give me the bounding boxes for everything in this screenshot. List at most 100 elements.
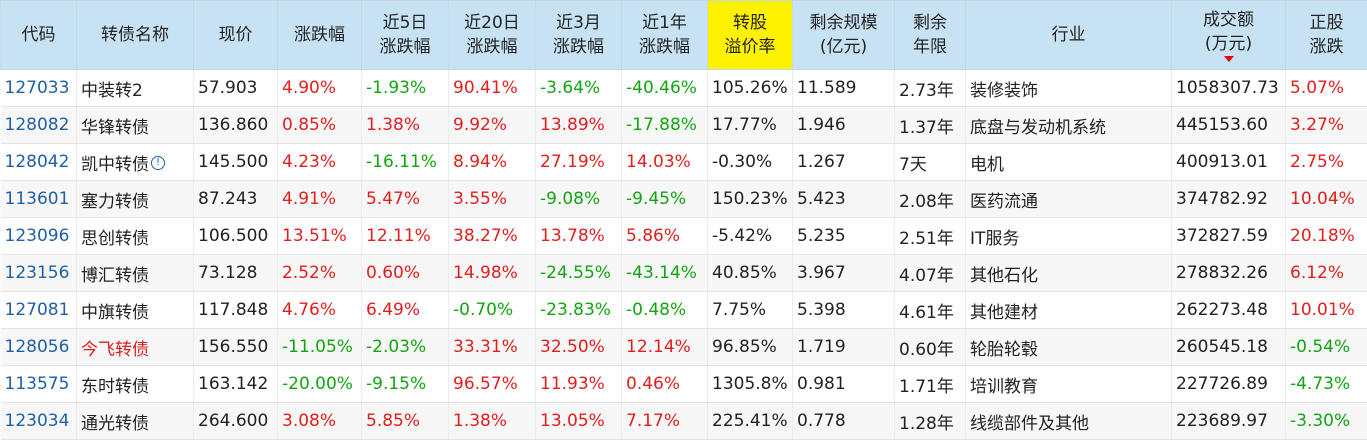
industry-value: 医药流通 (970, 191, 1038, 212)
size-value: 1.719 (797, 337, 846, 357)
cell-d20: 96.57% (448, 365, 536, 403)
cell-name[interactable]: 今飞转债 (76, 328, 194, 366)
d20-value: -0.70% (453, 300, 514, 320)
cell-name[interactable]: 博汇转债 (76, 254, 194, 292)
cell-size: 5.235 (792, 217, 895, 255)
col-header-remaining-size[interactable]: 剩余规模 (亿元) (792, 0, 895, 70)
col-header-conversion-premium[interactable]: 转股 溢价率 (707, 0, 793, 70)
table-row[interactable]: 127033 中装转2 57.903 4.90% -1.93% 90.41% -3.64% -… (0, 69, 1367, 107)
cell-stock: 20.18% (1285, 217, 1367, 255)
years-value: 1.28年 (899, 413, 954, 434)
cell-m3: 32.50% (535, 328, 622, 366)
table-row[interactable]: 123156 博汇转债 73.128 2.52% 0.60% 14.98% -24.55% -… (0, 254, 1367, 292)
cell-premium: 7.75% (707, 291, 793, 329)
cell-code[interactable]: 128082 (0, 106, 77, 144)
col-header-5d-change[interactable]: 近5日 涨跌幅 (361, 0, 449, 70)
cell-code[interactable]: 123034 (0, 402, 77, 440)
price-value: 117.848 (198, 300, 269, 320)
cell-turnover: 227726.89 (1171, 365, 1286, 403)
table-row[interactable]: 113575 东时转债 163.142 -20.00% -9.15% 96.57% 11.9… (0, 365, 1367, 403)
d20-value: 90.41% (453, 78, 518, 98)
cell-name[interactable]: 华锋转债 (76, 106, 194, 144)
industry-value: 培训教育 (970, 376, 1038, 397)
table-row[interactable]: 123096 思创转债 106.500 13.51% 12.11% 38.27% 13.78… (0, 217, 1367, 255)
cell-code[interactable]: 127033 (0, 69, 77, 107)
cell-premium: 40.85% (707, 254, 793, 292)
cell-stock: 2.75% (1285, 143, 1367, 181)
col-header-3m-change[interactable]: 近3月 涨跌幅 (535, 0, 622, 70)
col-header-industry[interactable]: 行业 (965, 0, 1172, 70)
m3-value: 27.19% (540, 152, 605, 172)
cell-chg: 13.51% (277, 217, 362, 255)
price-value: 145.500 (198, 152, 269, 172)
chg-value: 4.91% (282, 189, 337, 209)
sort-desc-icon[interactable] (1223, 56, 1234, 62)
cell-turnover: 260545.18 (1171, 328, 1286, 366)
size-value: 5.235 (797, 226, 846, 246)
col-header-name[interactable]: 转债名称 (76, 0, 194, 70)
col-header-code[interactable]: 代码 (0, 0, 77, 70)
cell-premium: 96.85% (707, 328, 793, 366)
d20-value: 1.38% (453, 411, 508, 431)
turnover-value: 374782.92 (1176, 189, 1268, 209)
cell-name[interactable]: 思创转债 (76, 217, 194, 255)
cell-code[interactable]: 123096 (0, 217, 77, 255)
col-header-20d-change[interactable]: 近20日 涨跌幅 (448, 0, 536, 70)
cell-code[interactable]: 113601 (0, 180, 77, 218)
cell-d20: 33.31% (448, 328, 536, 366)
cell-name[interactable]: 中旗转债 (76, 291, 194, 329)
col-header-change[interactable]: 涨跌幅 (277, 0, 362, 70)
cell-name[interactable]: 通光转债 (76, 402, 194, 440)
cell-chg: 4.91% (277, 180, 362, 218)
cell-code[interactable]: 113575 (0, 365, 77, 403)
d5-value: -9.15% (366, 374, 427, 394)
cell-size: 5.398 (792, 291, 895, 329)
y1-value: 14.03% (626, 152, 691, 172)
cell-code[interactable]: 128042 (0, 143, 77, 181)
cell-turnover: 374782.92 (1171, 180, 1286, 218)
industry-value: 底盘与发动机系统 (970, 117, 1106, 138)
cell-m3: -24.55% (535, 254, 622, 292)
code-value: 113575 (4, 374, 70, 394)
cell-price: 106.500 (193, 217, 278, 255)
code-value: 123034 (4, 411, 70, 431)
cell-size: 0.981 (792, 365, 895, 403)
cell-name[interactable]: 中装转2 (76, 69, 194, 107)
cell-code[interactable]: 127081 (0, 291, 77, 329)
table-row[interactable]: 113601 塞力转债 87.243 4.91% 5.47% 3.55% -9.08% -9.… (0, 180, 1367, 218)
chg-value: 4.90% (282, 78, 337, 98)
info-icon[interactable]: ! (151, 155, 165, 170)
table-row[interactable]: 123034 通光转债 264.600 3.08% 5.85% 1.38% 13.05% 7.… (0, 402, 1367, 440)
cell-size: 3.967 (792, 254, 895, 292)
name-value: 中装转2 (81, 80, 143, 101)
cell-name[interactable]: 东时转债 (76, 365, 194, 403)
cell-d20: 90.41% (448, 69, 536, 107)
col-header-1y-change[interactable]: 近1年 涨跌幅 (621, 0, 708, 70)
cell-d20: 8.94% (448, 143, 536, 181)
cell-d5: 0.60% (361, 254, 449, 292)
cell-turnover: 445153.60 (1171, 106, 1286, 144)
table-row[interactable]: 128056 今飞转债 156.550 -11.05% -2.03% 33.31% 32.5… (0, 328, 1367, 366)
chg-value: 0.85% (282, 115, 337, 135)
table-row[interactable]: 127081 中旗转债 117.848 4.76% 6.49% -0.70% -23.83%… (0, 291, 1367, 329)
cell-y1: -17.88% (621, 106, 708, 144)
table-row[interactable]: 128082 华锋转债 136.860 0.85% 1.38% 9.92% 13.89% -1… (0, 106, 1367, 144)
cell-stock: 10.04% (1285, 180, 1367, 218)
cell-stock: -0.54% (1285, 328, 1367, 366)
cell-years: 1.28年 (894, 402, 966, 440)
d5-value: 6.49% (366, 300, 421, 320)
cell-d20: 3.55% (448, 180, 536, 218)
cell-name[interactable]: 塞力转债 (76, 180, 194, 218)
cell-name[interactable]: 凯中转债! (76, 143, 194, 181)
col-header-price[interactable]: 现价 (193, 0, 278, 70)
col-header-stock-change[interactable]: 正股 涨跌 (1285, 0, 1367, 70)
col-header-remaining-years[interactable]: 剩余 年限 (894, 0, 966, 70)
table-row[interactable]: 128042 凯中转债! 145.500 4.23% -16.11% 8.94% 27.19… (0, 143, 1367, 181)
d5-value: 1.38% (366, 115, 421, 135)
cell-premium: 1305.8% (707, 365, 793, 403)
col-header-turnover[interactable]: 成交额 (万元) (1171, 0, 1286, 70)
industry-value: 其他石化 (970, 265, 1038, 286)
cell-code[interactable]: 128056 (0, 328, 77, 366)
cell-code[interactable]: 123156 (0, 254, 77, 292)
cell-years: 4.61年 (894, 291, 966, 329)
